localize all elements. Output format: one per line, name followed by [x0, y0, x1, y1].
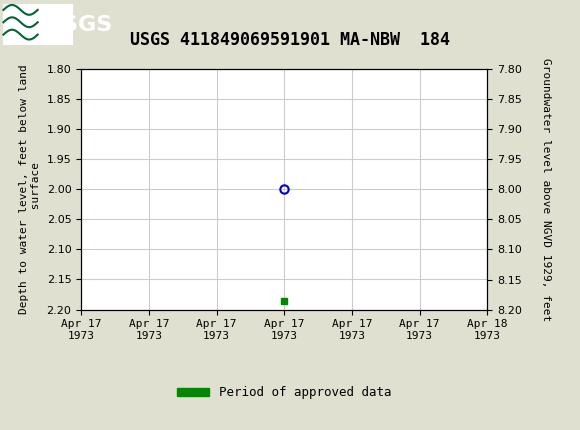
Y-axis label: Groundwater level above NGVD 1929, feet: Groundwater level above NGVD 1929, feet: [541, 58, 551, 321]
Text: USGS: USGS: [44, 15, 112, 35]
Legend: Period of approved data: Period of approved data: [172, 381, 396, 405]
Bar: [3, 4, 72, 46]
Y-axis label: Depth to water level, feet below land
 surface: Depth to water level, feet below land su…: [20, 64, 41, 314]
Text: USGS 411849069591901 MA-NBW  184: USGS 411849069591901 MA-NBW 184: [130, 31, 450, 49]
